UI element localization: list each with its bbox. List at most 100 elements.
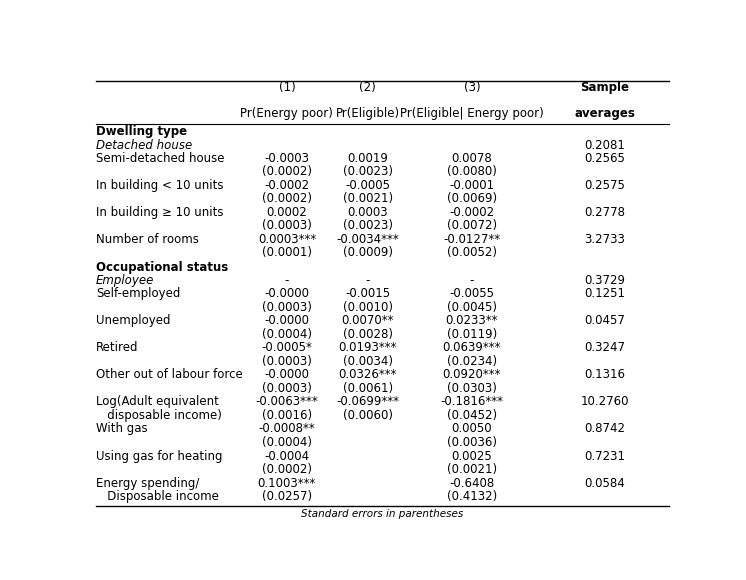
Text: averages: averages: [574, 107, 636, 120]
Text: 0.0457: 0.0457: [584, 314, 625, 327]
Text: Dwelling type: Dwelling type: [96, 125, 187, 138]
Text: (0.0002): (0.0002): [262, 463, 312, 476]
Text: 0.0078: 0.0078: [451, 151, 492, 165]
Text: 0.0003***: 0.0003***: [258, 233, 316, 246]
Text: 0.0002: 0.0002: [266, 206, 307, 219]
Text: (0.0052): (0.0052): [447, 246, 497, 259]
Text: -0.0034***: -0.0034***: [336, 233, 399, 246]
Text: -: -: [470, 274, 474, 287]
Text: (1): (1): [278, 81, 295, 94]
Text: -0.0004: -0.0004: [264, 450, 310, 463]
Text: Detached house: Detached house: [96, 139, 192, 152]
Text: 0.1251: 0.1251: [584, 287, 625, 300]
Text: (0.4132): (0.4132): [447, 490, 497, 503]
Text: Number of rooms: Number of rooms: [96, 233, 199, 246]
Text: 0.2575: 0.2575: [584, 179, 625, 192]
Text: (0.0452): (0.0452): [447, 409, 497, 422]
Text: 0.3729: 0.3729: [584, 274, 625, 287]
Text: -0.0015: -0.0015: [345, 287, 390, 300]
Text: Occupational status: Occupational status: [96, 260, 228, 274]
Text: Pr(Energy poor): Pr(Energy poor): [240, 107, 333, 120]
Text: 0.0233**: 0.0233**: [445, 314, 498, 327]
Text: 0.0050: 0.0050: [451, 422, 492, 436]
Text: Pr(Eligible): Pr(Eligible): [336, 107, 400, 120]
Text: 0.2081: 0.2081: [584, 139, 625, 152]
Text: 0.3247: 0.3247: [584, 341, 625, 354]
Text: -0.0005*: -0.0005*: [262, 341, 313, 354]
Text: 0.0193***: 0.0193***: [339, 341, 397, 354]
Text: -0.0000: -0.0000: [264, 314, 310, 327]
Text: 0.0920***: 0.0920***: [442, 368, 501, 381]
Text: (0.0072): (0.0072): [447, 219, 497, 233]
Text: (0.0003): (0.0003): [262, 219, 312, 233]
Text: 0.1003***: 0.1003***: [257, 477, 316, 490]
Text: (0.0004): (0.0004): [262, 328, 312, 340]
Text: Semi-detached house: Semi-detached house: [96, 151, 225, 165]
Text: -0.0002: -0.0002: [449, 206, 495, 219]
Text: (0.0009): (0.0009): [343, 246, 393, 259]
Text: -0.0000: -0.0000: [264, 287, 310, 300]
Text: (0.0021): (0.0021): [447, 463, 497, 476]
Text: 0.0070**: 0.0070**: [342, 314, 394, 327]
Text: (0.0069): (0.0069): [447, 193, 497, 205]
Text: 3.2733: 3.2733: [584, 233, 625, 246]
Text: Other out of labour force: Other out of labour force: [96, 368, 243, 381]
Text: 0.8742: 0.8742: [584, 422, 625, 436]
Text: -0.0001: -0.0001: [449, 179, 495, 192]
Text: (0.0045): (0.0045): [447, 300, 497, 314]
Text: -0.6408: -0.6408: [449, 477, 495, 490]
Text: (0.0002): (0.0002): [262, 165, 312, 178]
Text: -0.0699***: -0.0699***: [336, 396, 399, 408]
Text: -0.0063***: -0.0063***: [256, 396, 319, 408]
Text: -0.0002: -0.0002: [264, 179, 310, 192]
Text: -0.0055: -0.0055: [449, 287, 495, 300]
Text: In building ≥ 10 units: In building ≥ 10 units: [96, 206, 224, 219]
Text: Energy spending/: Energy spending/: [96, 477, 199, 490]
Text: (0.0303): (0.0303): [447, 382, 497, 395]
Text: Pr(Eligible| Energy poor): Pr(Eligible| Energy poor): [400, 107, 544, 120]
Text: Retired: Retired: [96, 341, 139, 354]
Text: 0.0025: 0.0025: [451, 450, 492, 463]
Text: (0.0002): (0.0002): [262, 193, 312, 205]
Text: -: -: [285, 274, 289, 287]
Text: 0.1316: 0.1316: [584, 368, 625, 381]
Text: Employee: Employee: [96, 274, 154, 287]
Text: 0.2565: 0.2565: [584, 151, 625, 165]
Text: (0.0023): (0.0023): [343, 219, 393, 233]
Text: -0.0003: -0.0003: [264, 151, 310, 165]
Text: Unemployed: Unemployed: [96, 314, 171, 327]
Text: (0.0003): (0.0003): [262, 355, 312, 368]
Text: (0.0003): (0.0003): [262, 300, 312, 314]
Text: -: -: [366, 274, 370, 287]
Text: 0.2778: 0.2778: [584, 206, 625, 219]
Text: -0.0127**: -0.0127**: [443, 233, 501, 246]
Text: With gas: With gas: [96, 422, 148, 436]
Text: (0.0028): (0.0028): [343, 328, 393, 340]
Text: (0.0036): (0.0036): [447, 436, 497, 449]
Text: (0.0234): (0.0234): [447, 355, 497, 368]
Text: (0.0003): (0.0003): [262, 382, 312, 395]
Text: (0.0257): (0.0257): [262, 490, 312, 503]
Text: 0.0019: 0.0019: [348, 151, 389, 165]
Text: (3): (3): [463, 81, 480, 94]
Text: disposable income): disposable income): [96, 409, 222, 422]
Text: (0.0001): (0.0001): [262, 246, 312, 259]
Text: Sample: Sample: [580, 81, 630, 94]
Text: (0.0061): (0.0061): [343, 382, 393, 395]
Text: (0.0016): (0.0016): [262, 409, 312, 422]
Text: 0.0326***: 0.0326***: [339, 368, 397, 381]
Text: (0.0010): (0.0010): [343, 300, 393, 314]
Text: Self-employed: Self-employed: [96, 287, 181, 300]
Text: (0.0021): (0.0021): [343, 193, 393, 205]
Text: -0.1816***: -0.1816***: [440, 396, 504, 408]
Text: (0.0004): (0.0004): [262, 436, 312, 449]
Text: -0.0005: -0.0005: [345, 179, 390, 192]
Text: (0.0034): (0.0034): [343, 355, 393, 368]
Text: 0.0584: 0.0584: [585, 477, 625, 490]
Text: Standard errors in parentheses: Standard errors in parentheses: [301, 509, 463, 519]
Text: 10.2760: 10.2760: [580, 396, 629, 408]
Text: (0.0119): (0.0119): [447, 328, 497, 340]
Text: (2): (2): [360, 81, 376, 94]
Text: 0.7231: 0.7231: [584, 450, 625, 463]
Text: 0.0639***: 0.0639***: [442, 341, 501, 354]
